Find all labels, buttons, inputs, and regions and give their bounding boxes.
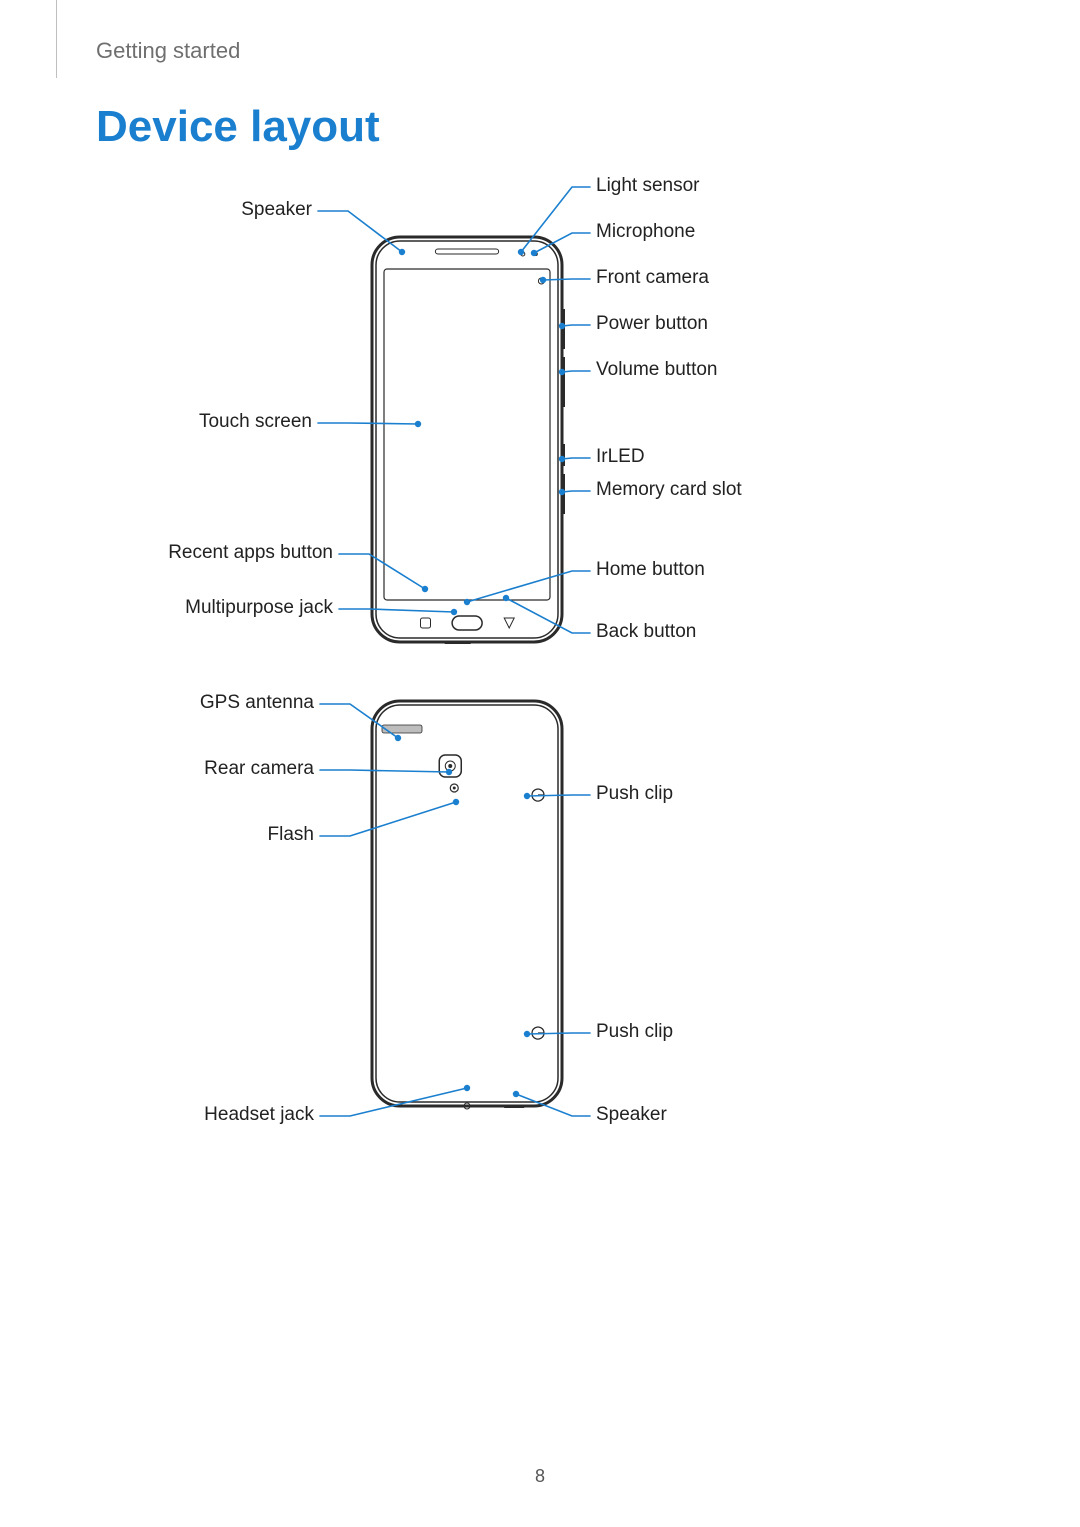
callout-back: Back button (596, 621, 696, 643)
callout-pushclip2: Push clip (596, 1021, 673, 1043)
callout-multijack: Multipurpose jack (185, 597, 333, 619)
callout-home: Home button (596, 559, 705, 581)
callout-speaker: Speaker (241, 199, 312, 221)
manual-page: Getting started Device layout Speaker Tou… (0, 0, 1080, 1527)
callout-recent: Recent apps button (168, 542, 333, 564)
callout-microphone: Microphone (596, 221, 695, 243)
callout-memslot: Memory card slot (596, 479, 742, 501)
header-rule (56, 0, 57, 78)
callout-gps: GPS antenna (200, 692, 314, 714)
callout-lightsensor: Light sensor (596, 175, 700, 197)
callout-volume: Volume button (596, 359, 717, 381)
callout-rearcam: Rear camera (204, 758, 314, 780)
page-title: Device layout (96, 102, 380, 152)
diagram-overlay (0, 0, 1080, 1527)
callout-headset: Headset jack (204, 1104, 314, 1126)
callout-touchscreen: Touch screen (199, 411, 312, 433)
callout-flash: Flash (268, 824, 314, 846)
page-number: 8 (0, 1466, 1080, 1487)
callout-frontcam: Front camera (596, 267, 709, 289)
callout-power: Power button (596, 313, 708, 335)
section-header: Getting started (96, 38, 240, 64)
callout-pushclip1: Push clip (596, 783, 673, 805)
callout-speaker2: Speaker (596, 1104, 667, 1126)
callout-irled: IrLED (596, 446, 645, 468)
